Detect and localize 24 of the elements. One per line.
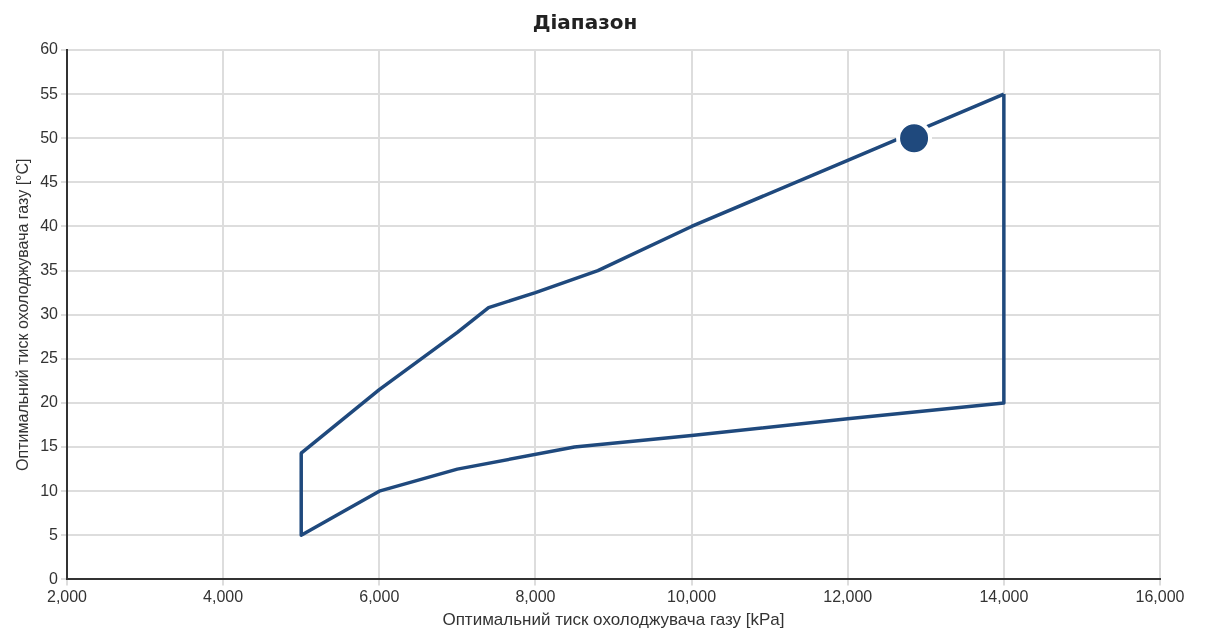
y-tick-label: 30 — [40, 305, 59, 323]
y-tick-label: 25 — [40, 349, 59, 367]
y-tick-label: 20 — [40, 393, 59, 411]
y-tick-label: 15 — [40, 437, 59, 455]
y-tick-label: 50 — [40, 128, 59, 146]
x-tick-label: 10,000 — [667, 588, 717, 606]
y-axis-title: Оптимальний тиск охолоджувача газу [°C] — [14, 158, 32, 471]
x-tick-label: 14,000 — [979, 588, 1029, 606]
x-tick-label: 2,000 — [46, 588, 88, 606]
y-tick-label: 45 — [40, 172, 59, 190]
x-tick-label: 8,000 — [515, 588, 556, 606]
x-tick-label: 12,000 — [823, 588, 873, 606]
y-tick-label: 10 — [40, 481, 59, 499]
x-axis-title: Оптимальний тиск охолоджувача газу [kPa] — [442, 610, 785, 630]
y-tick-label: 60 — [40, 40, 59, 58]
y-tick-label: 0 — [49, 569, 59, 587]
y-tick-label: 40 — [40, 216, 59, 234]
chart-title: Діапазон — [532, 10, 638, 35]
x-tick-label: 16,000 — [1135, 588, 1185, 606]
y-tick-label: 35 — [40, 260, 59, 278]
x-tick-label: 6,000 — [359, 588, 400, 606]
y-tick-label: 5 — [49, 525, 59, 543]
x-tick-label: 4,000 — [203, 588, 244, 606]
y-tick-label: 55 — [40, 84, 59, 102]
